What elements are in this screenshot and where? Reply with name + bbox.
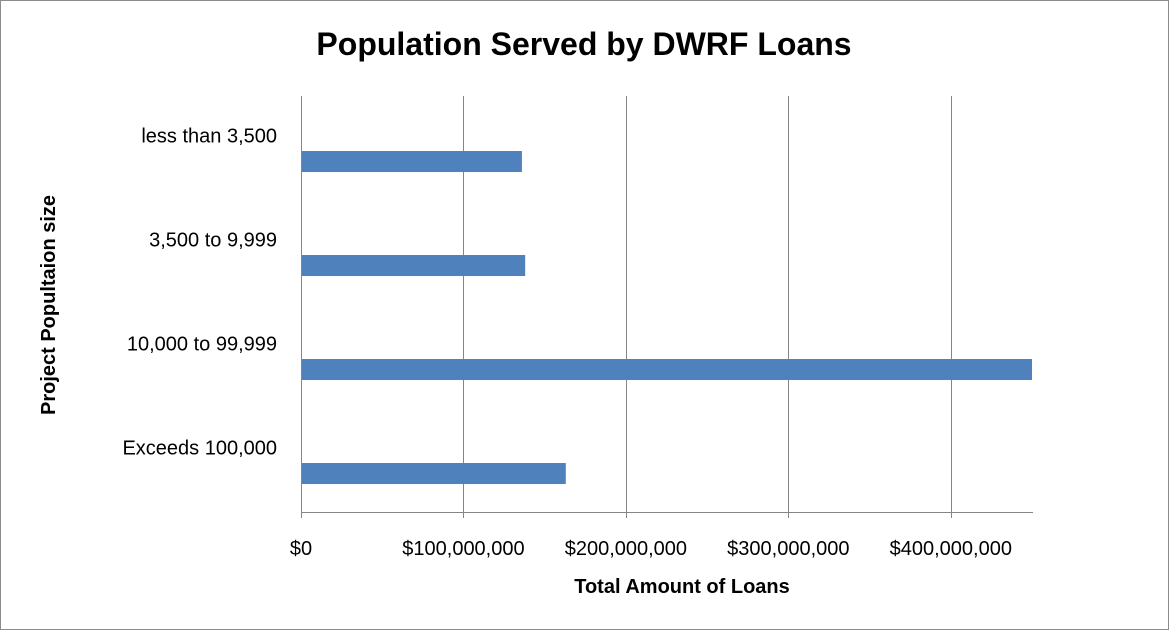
x-tick-label-0: $0	[290, 538, 312, 560]
bar-3	[302, 463, 566, 485]
x-tick-label-2: $200,000,000	[565, 538, 687, 560]
y-tick-label-2: 10,000 to 99,999	[127, 333, 277, 355]
x-axis-title: Total Amount of Loans	[574, 576, 790, 598]
x-tick-label-1: $100,000,000	[402, 538, 524, 560]
y-axis-title: Project Popultaion size	[38, 195, 60, 415]
y-tick-labels: less than 3,500 3,500 to 9,999 10,000 to 9…	[122, 125, 277, 459]
chart-title: Population Served by DWRF Loans	[316, 26, 851, 62]
y-tick-label-0: less than 3,500	[141, 125, 277, 147]
x-tick-labels: $0 $100,000,000 $200,000,000 $300,000,000 $4…	[290, 538, 1012, 560]
gridlines	[463, 96, 952, 512]
bar-0	[302, 151, 522, 173]
bar-1	[302, 255, 526, 277]
bar-2	[302, 359, 1032, 381]
x-tick-label-4: $400,000,000	[890, 538, 1012, 560]
axes	[301, 96, 1033, 518]
y-tick-label-3: Exceeds 100,000	[122, 437, 277, 459]
x-tick-label-3: $300,000,000	[727, 538, 849, 560]
y-tick-label-1: 3,500 to 9,999	[149, 229, 277, 251]
bars	[302, 151, 1032, 485]
